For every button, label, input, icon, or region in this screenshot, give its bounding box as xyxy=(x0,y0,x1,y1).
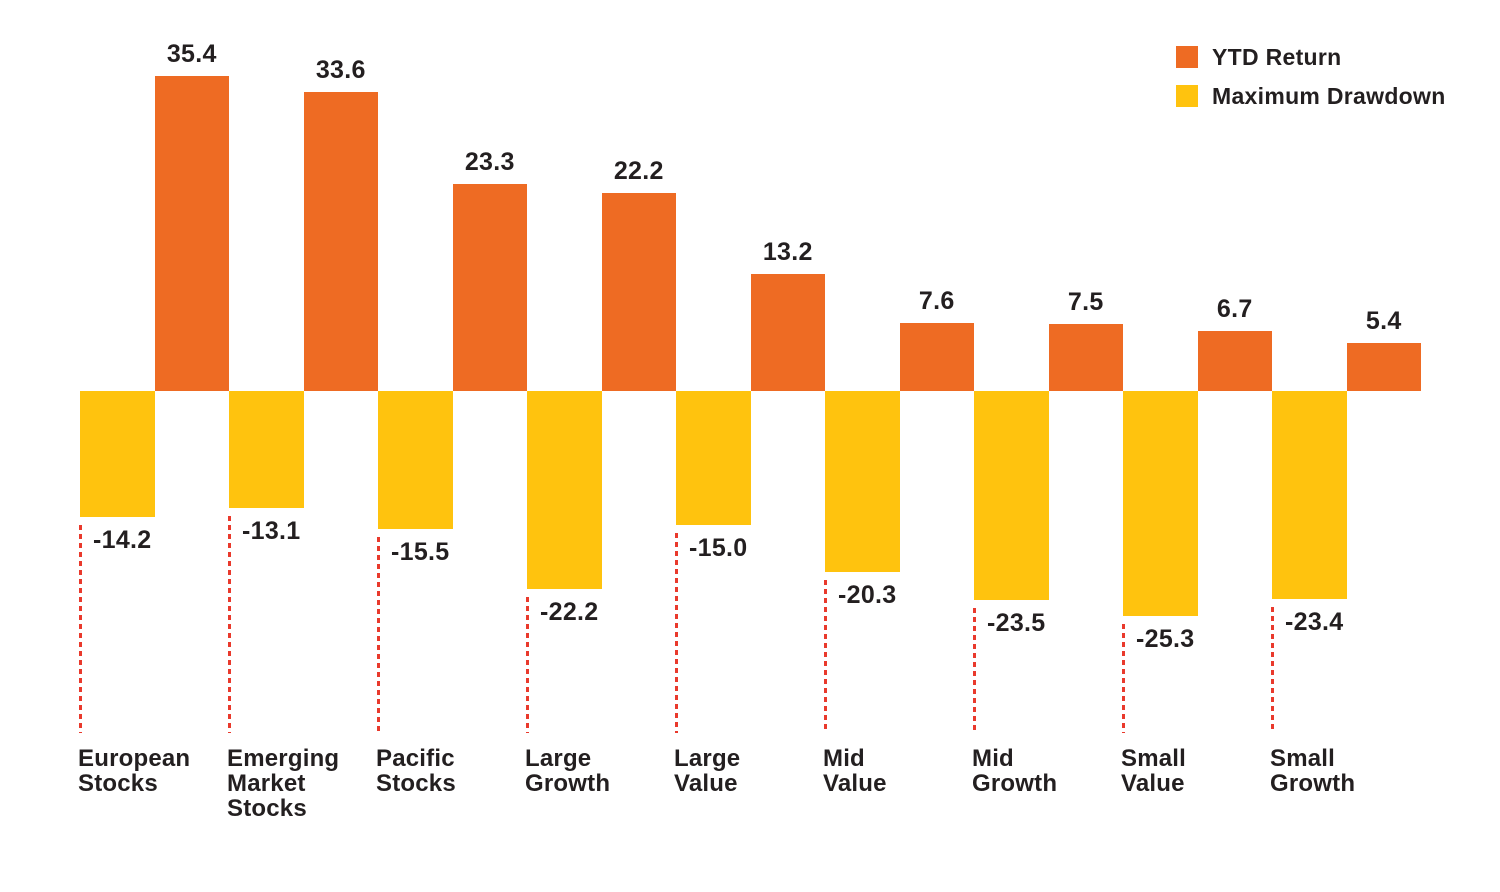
drawdown-value-label: -25.3 xyxy=(1136,625,1195,653)
category-label: Large Value xyxy=(674,746,740,796)
drawdown-value-label: -22.2 xyxy=(540,598,599,626)
dotted-connector-line xyxy=(377,537,380,733)
ytd-return-bar xyxy=(899,323,974,391)
ytd-return-bar xyxy=(303,92,378,391)
category-label-line: Value xyxy=(1121,770,1185,797)
ytd-return-bar xyxy=(601,193,676,391)
maximum-drawdown-bar xyxy=(1272,391,1347,599)
maximum-drawdown-bar xyxy=(80,391,155,517)
category-label: Mid Growth xyxy=(972,746,1057,796)
category-label-line: Growth xyxy=(972,770,1058,797)
category-label-line: Large xyxy=(525,745,592,772)
category-label-line: Stocks xyxy=(376,770,456,797)
drawdown-value-label: -15.0 xyxy=(689,534,748,562)
maximum-drawdown-bar xyxy=(527,391,602,589)
return-value-label: 23.3 xyxy=(464,148,515,176)
return-value-label: 33.6 xyxy=(315,56,366,84)
return-value-label: 7.6 xyxy=(918,287,955,315)
ytd-return-swatch-icon xyxy=(1176,46,1198,68)
maximum-drawdown-bar xyxy=(676,391,751,525)
maximum-drawdown-swatch-icon xyxy=(1176,85,1198,107)
ytd-return-bar xyxy=(750,274,825,391)
category-label-line: Market xyxy=(227,770,306,797)
category-label-line: Growth xyxy=(525,770,611,797)
ytd-return-bar xyxy=(1048,324,1123,391)
category-label-line: Emerging xyxy=(227,745,340,772)
category-label-line: Small xyxy=(1121,745,1187,772)
dotted-connector-line xyxy=(675,533,678,733)
ytd-return-bar xyxy=(154,76,229,391)
category-label-line: Mid xyxy=(972,745,1014,772)
maximum-drawdown-bar xyxy=(974,391,1049,600)
return-value-label: 22.2 xyxy=(613,157,664,185)
dotted-connector-line xyxy=(228,516,231,733)
category-label: Large Growth xyxy=(525,746,610,796)
category-label-line: Pacific xyxy=(376,745,455,772)
dotted-connector-line xyxy=(1271,607,1274,733)
ytd-return-bar xyxy=(452,184,527,391)
dotted-connector-line xyxy=(824,580,827,733)
category-label: Mid Value xyxy=(823,746,887,796)
drawdown-value-label: -13.1 xyxy=(242,517,301,545)
return-value-label: 5.4 xyxy=(1365,307,1402,335)
maximum-drawdown-bar xyxy=(825,391,900,572)
category-label: European Stocks xyxy=(78,746,190,796)
category-label-line: Mid xyxy=(823,745,865,772)
category-label-line: Small xyxy=(1270,745,1336,772)
category-label: Emerging Market Stocks xyxy=(227,746,339,821)
ytd-return-bar xyxy=(1346,343,1421,391)
return-value-label: 7.5 xyxy=(1067,288,1104,316)
category-label-line: Large xyxy=(674,745,741,772)
legend-label: Maximum Drawdown xyxy=(1212,83,1446,109)
drawdown-value-label: -14.2 xyxy=(93,526,152,554)
dotted-connector-line xyxy=(79,525,82,733)
return-value-label: 35.4 xyxy=(166,40,217,68)
ytd-return-bar xyxy=(1197,331,1272,391)
return-value-label: 6.7 xyxy=(1216,295,1253,323)
category-label: Small Value xyxy=(1121,746,1186,796)
category-label: Small Growth xyxy=(1270,746,1355,796)
maximum-drawdown-bar xyxy=(378,391,453,529)
maximum-drawdown-bar xyxy=(229,391,304,508)
drawdown-value-label: -23.5 xyxy=(987,609,1046,637)
category-label-line: Value xyxy=(823,770,887,797)
category-label-line: Growth xyxy=(1270,770,1356,797)
category-label-line: Value xyxy=(674,770,738,797)
drawdown-value-label: -15.5 xyxy=(391,538,450,566)
dotted-connector-line xyxy=(973,608,976,733)
drawdown-value-label: -20.3 xyxy=(838,581,897,609)
dotted-connector-line xyxy=(1122,624,1125,733)
category-label-line: Stocks xyxy=(78,770,158,797)
dotted-connector-line xyxy=(526,597,529,733)
legend-label: YTD Return xyxy=(1212,44,1342,70)
drawdown-value-label: -23.4 xyxy=(1285,608,1344,636)
category-label: Pacific Stocks xyxy=(376,746,456,796)
category-label-line: European xyxy=(78,745,191,772)
maximum-drawdown-bar xyxy=(1123,391,1198,616)
return-value-label: 13.2 xyxy=(762,238,813,266)
category-label-line: Stocks xyxy=(227,795,307,822)
